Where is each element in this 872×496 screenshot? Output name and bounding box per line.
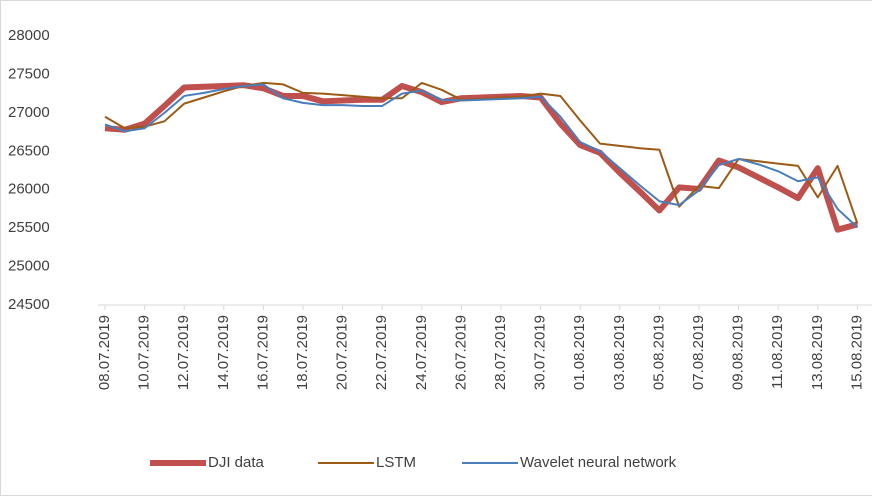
- y-tick-label: 25500: [8, 219, 50, 236]
- x-tick-label: 20.07.2019: [334, 315, 351, 390]
- x-tick-label: 30.07.2019: [532, 315, 549, 390]
- x-tick-label: 03.08.2019: [611, 315, 628, 390]
- y-tick-label: 27500: [8, 65, 50, 82]
- x-tick-label: 15.08.2019: [848, 315, 865, 390]
- y-tick-label: 26000: [8, 181, 50, 198]
- legend-label: Wavelet neural network: [520, 454, 677, 471]
- x-tick-label: 13.08.2019: [809, 315, 826, 390]
- series-line: [104, 83, 859, 229]
- x-tick-label: 05.08.2019: [650, 315, 667, 390]
- y-tick-label: 28000: [8, 27, 50, 44]
- x-tick-label: 09.08.2019: [730, 315, 747, 390]
- x-tick-label: 01.08.2019: [571, 315, 588, 390]
- x-tick-label: 12.07.2019: [175, 315, 192, 390]
- x-tick-label: 14.07.2019: [215, 315, 232, 390]
- y-tick-label: 25000: [8, 258, 50, 275]
- y-tick-label: 26500: [8, 142, 50, 159]
- x-tick-label: 18.07.2019: [294, 315, 311, 390]
- legend-label: LSTM: [376, 454, 416, 471]
- x-tick-label: 07.08.2019: [690, 315, 707, 390]
- x-tick-label: 10.07.2019: [136, 315, 153, 390]
- legend-label: DJI data: [208, 454, 265, 471]
- y-tick-label: 24500: [8, 296, 50, 313]
- x-tick-label: 08.07.2019: [96, 315, 113, 390]
- x-tick-label: 11.08.2019: [769, 315, 786, 389]
- x-tick-label: 24.07.2019: [413, 315, 430, 390]
- x-tick-label: 16.07.2019: [254, 315, 271, 390]
- y-tick-label: 27000: [8, 104, 50, 121]
- x-tick-label: 28.07.2019: [492, 315, 509, 390]
- series-line: [104, 82, 859, 233]
- x-tick-label: 26.07.2019: [452, 315, 469, 390]
- x-tick-label: 22.07.2019: [373, 315, 390, 390]
